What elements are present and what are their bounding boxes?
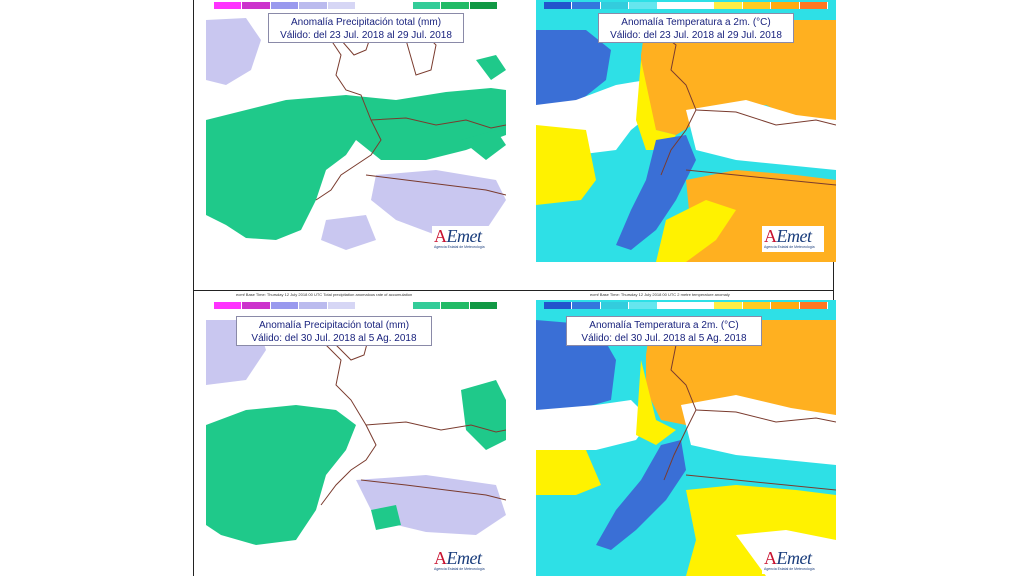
legend-swatch [629,2,658,9]
legend-swatch [412,2,442,9]
basetime-caption-temp: ecmf Base Time: Thursday 12 July 2018 00… [590,292,730,297]
map-title-variable: Anomalía Precipitación total (mm) [258,320,410,331]
divider-right [833,0,834,576]
aemet-logo: AEmet Agencia Estatal de Meteorología [432,226,494,252]
legend-swatch [657,302,687,309]
map-title-variable: Anomalía Temperatura a 2m. (°C) [621,17,771,28]
map-title-variable: Anomalía Temperatura a 2m. (°C) [589,320,739,331]
legend-swatch [657,2,687,9]
legend-swatch [242,302,271,309]
legend-swatch [714,2,743,9]
map-title-validity: Válido: del 30 Jul. 2018 al 5 Ag. 2018 [251,333,417,344]
legend-swatch [742,2,772,9]
aemet-logo: AEmet Agencia Estatal de Meteorología [762,226,824,252]
map-title-validity: Válido: del 30 Jul. 2018 al 5 Ag. 2018 [581,333,747,344]
legend-swatch [242,2,271,9]
legend-swatch [771,302,800,309]
temp-map-week1 [536,0,836,262]
map-title: Anomalía Precipitación total (mm) Válido… [268,13,464,43]
legend-swatch [629,302,658,309]
divider-left [193,0,194,576]
precip-map-week2 [206,320,506,545]
legend-swatch [600,302,630,309]
legend-swatch [270,302,300,309]
legend-swatch [686,302,715,309]
panel-temp-week2: Anomalía Temperatura a 2m. (°C) Válido: … [536,300,836,576]
legend-swatch [799,2,829,9]
legend-swatch [572,2,601,9]
legend-swatch [441,302,470,309]
legend-swatch [544,302,573,309]
legend-swatch [327,302,357,309]
panel-precip-week1: Anomalía Precipitación total (mm) Válido… [206,0,506,262]
legend-swatch [600,2,630,9]
panel-temp-week1: Anomalía Temperatura a 2m. (°C) Válido: … [536,0,836,262]
panel-precip-week2: Anomalía Precipitación total (mm) Válido… [206,300,506,576]
legend-swatch [384,2,413,9]
legend-bar [544,302,829,309]
map-title: Anomalía Precipitación total (mm) Válido… [236,316,432,346]
legend-swatch [214,2,243,9]
legend-swatch [714,302,743,309]
legend-swatch [686,2,715,9]
legend-swatch [299,302,328,309]
legend-swatch [356,2,385,9]
aemet-logo: AEmet Agencia Estatal de Meteorología [762,548,824,574]
divider-middle [193,290,833,291]
legend-swatch [469,2,499,9]
map-title: Anomalía Temperatura a 2m. (°C) Válido: … [566,316,762,346]
legend-swatch [441,2,470,9]
legend-bar [214,302,499,309]
legend-swatch [572,302,601,309]
map-title-variable: Anomalía Precipitación total (mm) [290,17,442,28]
legend-bar [544,2,829,9]
legend-swatch [771,2,800,9]
legend-swatch [742,302,772,309]
basetime-caption-precip: ecmf Base Time: Thursday 12 July 2018 00… [236,292,413,297]
map-title-validity: Válido: del 23 Jul. 2018 al 29 Jul. 2018 [610,30,782,41]
legend-swatch [544,2,573,9]
legend-swatch [299,2,328,9]
legend-swatch [384,302,413,309]
legend-swatch [412,302,442,309]
map-title-validity: Válido: del 23 Jul. 2018 al 29 Jul. 2018 [280,30,452,41]
aemet-logo: AEmet Agencia Estatal de Meteorología [432,548,494,574]
legend-swatch [469,302,499,309]
legend-bar [214,2,499,9]
legend-swatch [214,302,243,309]
map-title: Anomalía Temperatura a 2m. (°C) Válido: … [598,13,794,43]
legend-swatch [270,2,300,9]
legend-swatch [327,2,357,9]
legend-swatch [356,302,385,309]
legend-swatch [799,302,829,309]
temp-map-week2 [536,300,836,576]
